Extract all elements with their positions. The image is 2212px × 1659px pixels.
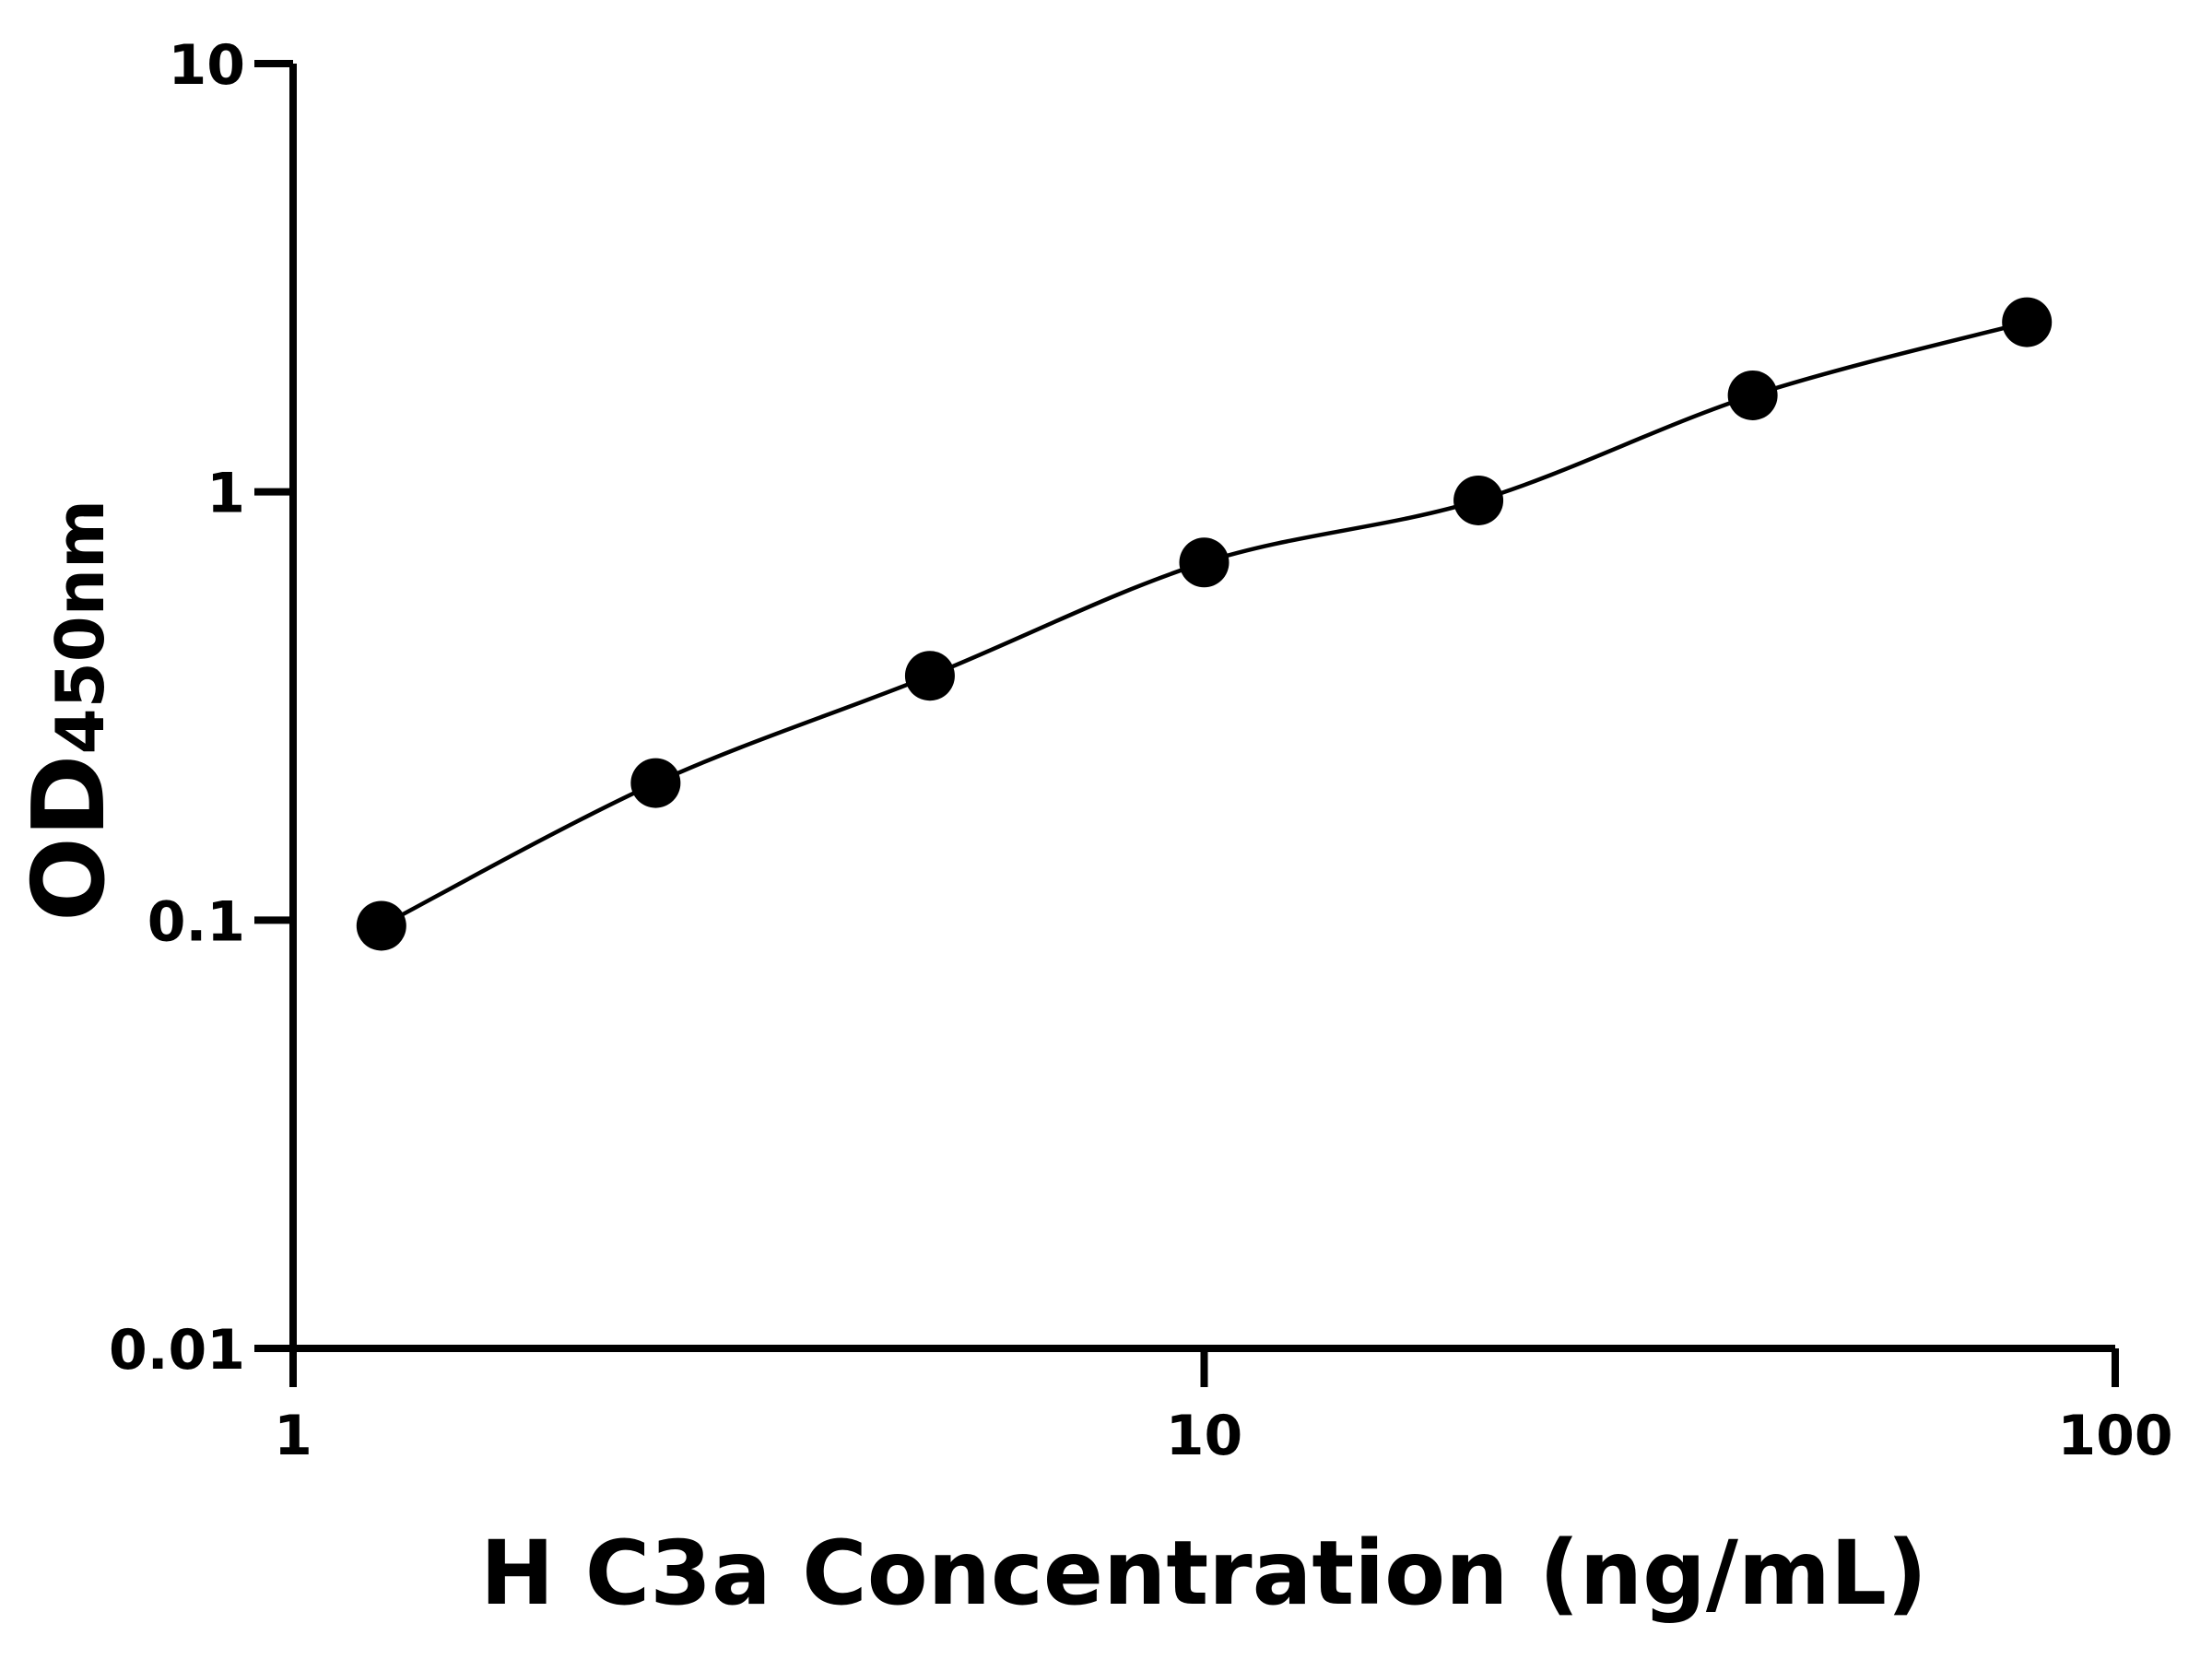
y-axis-label-main: OD — [12, 755, 127, 922]
y-tick-label: 10 — [169, 33, 246, 98]
data-point — [1179, 537, 1230, 588]
svg-text:OD450nm: OD450nm — [12, 500, 127, 922]
x-axis-label: H C3a Concentration (ng/mL) — [480, 1522, 1927, 1625]
data-points — [356, 297, 2053, 951]
x-tick-label: 100 — [2057, 1404, 2172, 1468]
y-tick-label: 0.1 — [147, 889, 245, 954]
data-point — [1453, 475, 1504, 525]
data-point — [630, 758, 681, 808]
axes — [289, 64, 2115, 1352]
y-tick-label: 0.01 — [109, 1318, 245, 1382]
ticks: 0.01 0.1 1 10 1 10 100 — [109, 33, 2173, 1468]
x-tick-label: 1 — [274, 1404, 312, 1468]
data-point — [356, 900, 406, 951]
y-tick-label: 1 — [206, 462, 245, 526]
data-point — [2002, 297, 2053, 347]
fit-curve — [380, 320, 2028, 928]
x-tick-label: 10 — [1166, 1404, 1243, 1468]
y-axis-label: OD450nm — [12, 500, 127, 922]
data-point — [1727, 370, 1778, 420]
data-point — [904, 651, 955, 701]
y-axis-label-sub: 450nm — [41, 500, 119, 755]
